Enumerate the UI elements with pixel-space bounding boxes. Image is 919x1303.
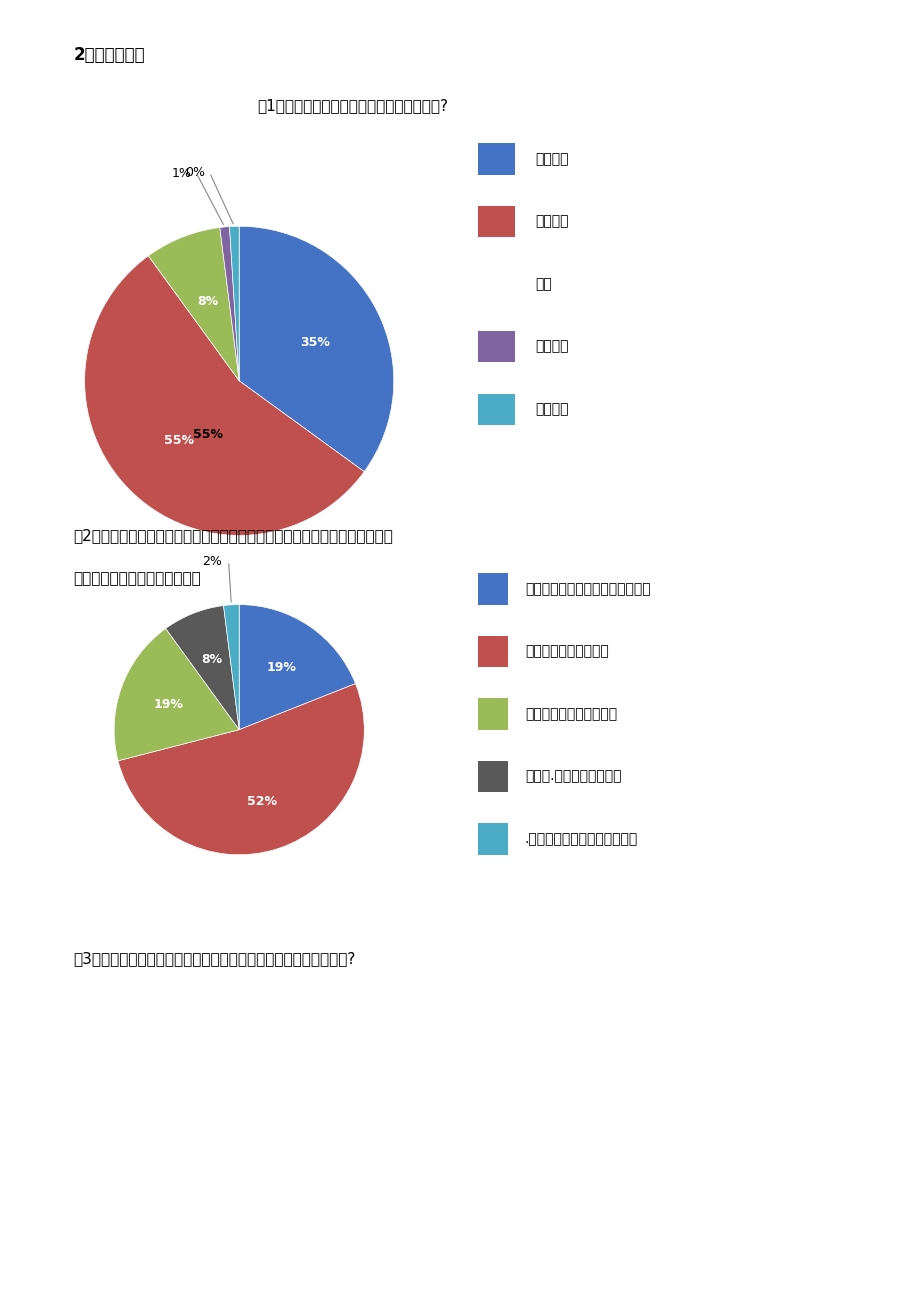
Wedge shape [239, 227, 393, 472]
Text: 有较交茗助．乐意莽加: 有较交茗助．乐意莽加 [525, 645, 608, 658]
Text: 非常有帮助，希勢多组织各种培训: 非常有帮助，希勢多组织各种培训 [525, 582, 650, 595]
Wedge shape [118, 684, 364, 855]
Text: 35%: 35% [300, 336, 330, 349]
Text: 比较重规: 比较重规 [535, 215, 568, 228]
Text: 多少有点帮助，会去听听: 多少有点帮助，会去听听 [525, 708, 617, 721]
Text: 徐不虫现: 徐不虫现 [535, 403, 568, 416]
FancyBboxPatch shape [478, 206, 515, 237]
FancyBboxPatch shape [478, 823, 507, 855]
Text: 非常里观: 非常里观 [535, 152, 568, 165]
Text: 1%: 1% [172, 167, 191, 180]
Text: 8%: 8% [200, 653, 221, 666]
Wedge shape [85, 255, 364, 536]
Text: 一般: 一般 [535, 278, 551, 291]
Text: 、2）您认为，培训对于提升您的工作绩效、促进个人职业开展能否起到实际帮: 、2）您认为，培训对于提升您的工作绩效、促进个人职业开展能否起到实际帮 [74, 528, 393, 543]
Text: 不磅重视: 不磅重视 [535, 340, 568, 353]
Text: 2、培训认同度: 2、培训认同度 [74, 46, 145, 64]
Text: 19%: 19% [267, 661, 296, 674]
Wedge shape [148, 228, 239, 380]
Text: 2%: 2% [202, 555, 222, 568]
Wedge shape [220, 227, 239, 380]
Wedge shape [239, 605, 355, 730]
Text: 8%: 8% [198, 296, 218, 309]
FancyBboxPatch shape [478, 636, 507, 667]
Wedge shape [114, 628, 239, 761]
Wedge shape [165, 606, 239, 730]
Text: 52%: 52% [247, 795, 278, 808]
Text: 助作用，您是否愿意参加培训？: 助作用，您是否愿意参加培训？ [74, 571, 201, 586]
FancyBboxPatch shape [478, 331, 515, 362]
Text: .基本没有什么帮助，不会参加: .基本没有什么帮助，不会参加 [525, 833, 638, 846]
Text: 0%: 0% [185, 165, 205, 179]
Text: 55%: 55% [193, 429, 223, 442]
FancyBboxPatch shape [478, 761, 507, 792]
FancyBboxPatch shape [478, 143, 515, 175]
Text: 有熬助.但是没宜时间琴构: 有熬助.但是没宜时间琴构 [525, 770, 620, 783]
Text: 、1）您认为公司对培训工作的重视程度如何?: 、1）您认为公司对培训工作的重视程度如何? [257, 98, 448, 113]
Text: 、3）目前您所承受的公司或部门组织的培训在数量上您认为怎么样?: 、3）目前您所承受的公司或部门组织的培训在数量上您认为怎么样? [74, 951, 356, 967]
Wedge shape [223, 605, 239, 730]
FancyBboxPatch shape [478, 573, 507, 605]
FancyBboxPatch shape [478, 698, 507, 730]
Wedge shape [229, 227, 239, 380]
Text: 19%: 19% [153, 698, 183, 710]
Text: 55%: 55% [164, 434, 194, 447]
FancyBboxPatch shape [478, 394, 515, 425]
